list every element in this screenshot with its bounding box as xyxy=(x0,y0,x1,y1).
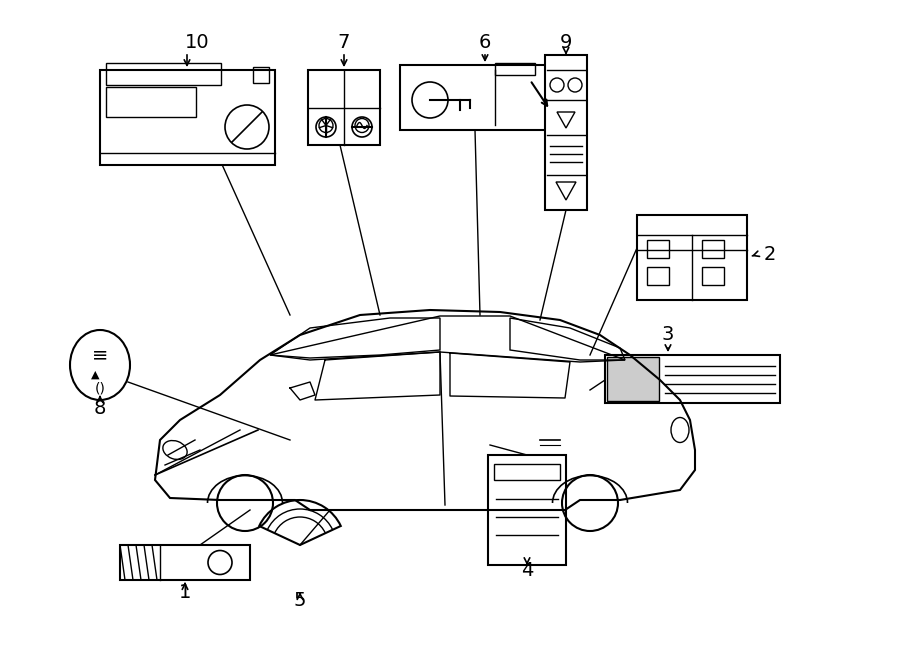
FancyBboxPatch shape xyxy=(488,455,566,565)
Text: 1: 1 xyxy=(179,582,191,602)
Text: 6: 6 xyxy=(479,32,491,52)
Text: 8: 8 xyxy=(94,399,106,418)
FancyBboxPatch shape xyxy=(308,70,380,145)
FancyBboxPatch shape xyxy=(100,70,275,165)
FancyBboxPatch shape xyxy=(637,215,747,300)
Text: (): () xyxy=(94,381,105,395)
FancyBboxPatch shape xyxy=(607,357,659,401)
Text: 9: 9 xyxy=(560,32,572,52)
Text: 2: 2 xyxy=(764,245,776,264)
FancyBboxPatch shape xyxy=(400,65,570,130)
FancyBboxPatch shape xyxy=(545,55,587,210)
Text: ▲: ▲ xyxy=(91,370,99,380)
Text: 3: 3 xyxy=(662,325,674,344)
FancyBboxPatch shape xyxy=(605,355,780,403)
Text: 7: 7 xyxy=(338,32,350,52)
Text: 5: 5 xyxy=(293,590,306,609)
FancyBboxPatch shape xyxy=(120,545,250,580)
Text: 10: 10 xyxy=(184,32,210,52)
Text: ≡: ≡ xyxy=(92,346,108,364)
Text: 4: 4 xyxy=(521,561,533,580)
